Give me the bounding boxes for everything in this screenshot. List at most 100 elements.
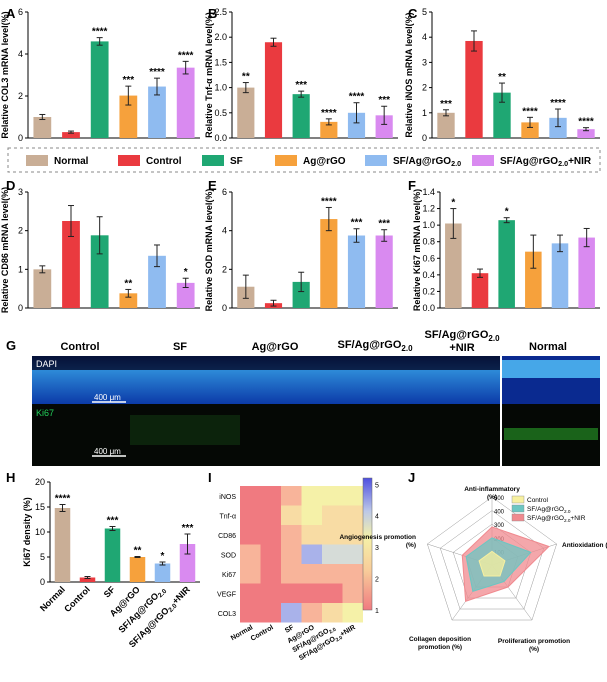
heatmap-cell: [260, 544, 281, 564]
legend-label: SF/Ag@rGO2.0+NIR: [500, 156, 592, 168]
radar-legend-label: Control: [527, 497, 549, 504]
legend-label: Normal: [54, 156, 89, 167]
radar-legend-label: SF/Ag@rGO2.0+NIR: [527, 515, 586, 523]
radar-legend-swatch: [511, 513, 525, 522]
y-tick-label: 0: [18, 303, 23, 313]
legend-label: Ag@rGO: [303, 156, 346, 167]
heatmap-cell: [240, 525, 261, 545]
legend-swatch: [26, 155, 48, 166]
dapi-label: DAPI: [36, 359, 57, 369]
panel-label-I: I: [208, 470, 212, 485]
g-col-control: Control: [60, 341, 99, 353]
significance-label: ***: [351, 218, 363, 229]
radar-axis-label: promotion (%): [418, 644, 462, 651]
significance-label: ***: [440, 99, 452, 110]
g-col-sfag: SF/Ag@rGO2.0: [337, 339, 413, 353]
bar: [465, 40, 483, 139]
y-tick-label: 0.2: [422, 286, 435, 296]
heatmap-cell: [281, 544, 302, 564]
y-tick-label: 1: [18, 264, 23, 274]
heatmap-cell: [281, 603, 302, 623]
y-tick-label: 0: [422, 133, 427, 143]
ki67-label: Ki67: [36, 408, 54, 418]
heatmap-cell: [322, 564, 343, 584]
panel-label-D: D: [6, 178, 15, 193]
significance-label: ****: [578, 117, 594, 128]
scale-bar-label-2: 400 μm: [94, 447, 121, 456]
heatmap-row-label: CD86: [218, 533, 236, 540]
bar: [521, 122, 539, 138]
heatmap-cell: [240, 505, 261, 525]
y-tick-label: 5: [422, 7, 427, 17]
bar: [176, 282, 195, 308]
panel-label-C: C: [408, 6, 418, 21]
dapi-dark-top: [32, 356, 500, 370]
bar: [375, 115, 393, 138]
significance-label: *: [451, 198, 455, 209]
y-tick-label: 4: [18, 49, 23, 59]
bar: [179, 544, 196, 582]
significance-label: ****: [321, 196, 337, 207]
heatmap-row-label: Ki67: [222, 572, 236, 579]
bar: [445, 223, 462, 308]
y-tick-label: 0: [18, 133, 23, 143]
y-tick-label: 6: [222, 187, 227, 197]
y-tick-label: 0.8: [422, 237, 435, 247]
colorbar-tick: 1: [375, 608, 379, 615]
heatmap-cell: [322, 583, 343, 603]
y-tick-label: 20: [35, 477, 45, 487]
x-tick-label: Normal: [38, 584, 67, 613]
panel-label-J: J: [408, 470, 415, 485]
bar: [119, 293, 138, 308]
bar: [54, 508, 71, 582]
x-tick-label: SF: [102, 584, 118, 600]
bar: [90, 41, 109, 138]
heatmap-col-label: Control: [250, 624, 275, 643]
radar-axis-label: Proliferation promotion: [498, 638, 570, 645]
significance-label: ****: [92, 27, 108, 38]
panel-label-F: F: [408, 178, 416, 193]
g-col-sfagnir: SF/Ag@rGO2.0 +NIR: [424, 329, 500, 354]
bar: [292, 94, 310, 138]
y-tick-label: 15: [35, 502, 45, 512]
significance-label: ***: [378, 95, 390, 106]
bar: [498, 220, 515, 308]
heatmap-cell: [322, 486, 343, 506]
ki67-normal-signal: [504, 428, 598, 440]
y-axis-label: Relative COL3 mRNA level(%): [0, 11, 10, 138]
significance-label: ****: [321, 108, 337, 119]
radar-tick: 300: [494, 523, 505, 529]
y-tick-label: 2.5: [214, 7, 227, 17]
significance-label: ***: [295, 80, 307, 91]
heatmap-cell: [322, 603, 343, 623]
significance-label: *: [161, 551, 165, 562]
radar-legend-label: SF/Ag@rGO2.0: [527, 506, 571, 514]
radar-axis-label: Collagen deposition: [409, 636, 471, 643]
bar: [493, 92, 511, 138]
y-tick-label: 0: [222, 303, 227, 313]
significance-label: *: [184, 267, 188, 278]
significance-label: ****: [550, 98, 566, 109]
y-tick-label: 1: [422, 108, 427, 118]
significance-label: **: [134, 546, 142, 557]
significance-label: ****: [349, 92, 365, 103]
y-tick-label: 2: [18, 226, 23, 236]
y-tick-label: 1.5: [214, 57, 227, 67]
colorbar-tick: 5: [375, 482, 379, 489]
chart-i-heatmap: iNOSTnf-αCD86SODKi67VEGFCOL3NormalContro…: [217, 477, 379, 662]
bar: [119, 95, 138, 138]
legend-swatch: [472, 155, 494, 166]
heatmap-cell: [342, 603, 363, 623]
panel-label-E: E: [208, 178, 217, 193]
radar-axis-label: Anti-inflammatory: [464, 486, 520, 493]
y-tick-label: 1.0: [422, 220, 435, 230]
significance-label: **: [498, 72, 506, 83]
y-tick-label: 2: [18, 91, 23, 101]
radar-axis-label: (%): [487, 494, 497, 501]
heatmap-cell: [240, 544, 261, 564]
bar: [437, 112, 455, 138]
y-axis-label: Relative Tnf-α mRNA level(%): [204, 12, 214, 138]
significance-label: ****: [522, 106, 538, 117]
